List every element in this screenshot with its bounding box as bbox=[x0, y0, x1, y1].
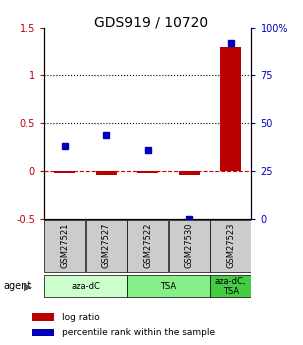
Text: agent: agent bbox=[3, 282, 31, 291]
Text: GSM27523: GSM27523 bbox=[226, 223, 235, 268]
Bar bbox=[210, 275, 251, 297]
Bar bbox=[137, 171, 158, 173]
Bar bbox=[44, 220, 85, 272]
Text: log ratio: log ratio bbox=[62, 313, 100, 322]
Bar bbox=[54, 171, 75, 173]
Text: GDS919 / 10720: GDS919 / 10720 bbox=[95, 16, 208, 30]
Bar bbox=[169, 220, 210, 272]
Text: GSM27527: GSM27527 bbox=[102, 223, 111, 268]
Text: GSM27521: GSM27521 bbox=[60, 223, 69, 268]
Bar bbox=[96, 171, 117, 175]
Text: TSA: TSA bbox=[160, 282, 177, 291]
Text: percentile rank within the sample: percentile rank within the sample bbox=[62, 328, 215, 337]
Bar bbox=[127, 220, 168, 272]
Text: aza-dC: aza-dC bbox=[71, 282, 100, 291]
Text: ▶: ▶ bbox=[24, 282, 32, 291]
Bar bbox=[220, 47, 241, 171]
Bar bbox=[86, 220, 127, 272]
Bar bbox=[179, 171, 200, 175]
Bar bbox=[127, 275, 210, 297]
Text: aza-dC,
TSA: aza-dC, TSA bbox=[215, 277, 246, 296]
Bar bbox=[210, 220, 251, 272]
Text: GSM27522: GSM27522 bbox=[143, 223, 152, 268]
Bar bbox=[32, 313, 54, 321]
Bar bbox=[44, 275, 127, 297]
Text: GSM27530: GSM27530 bbox=[185, 223, 194, 268]
Bar bbox=[32, 329, 54, 336]
